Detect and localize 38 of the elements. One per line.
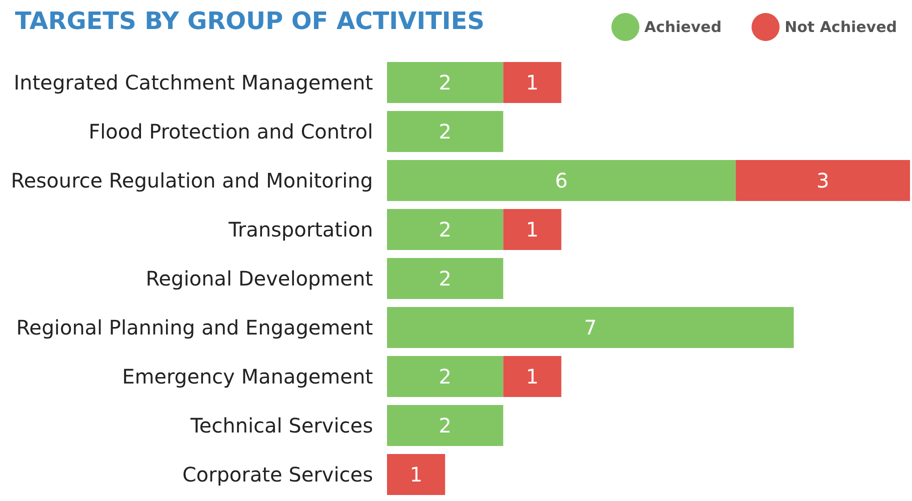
legend-label: Not Achieved bbox=[784, 18, 898, 36]
bar bbox=[387, 111, 504, 152]
y-tick-label: Integrated Catchment Management bbox=[14, 70, 374, 94]
bar bbox=[503, 356, 562, 397]
y-tick-label: Flood Protection and Control bbox=[88, 120, 373, 144]
data-label: 2 bbox=[438, 364, 452, 388]
bar bbox=[387, 454, 446, 495]
bar bbox=[387, 209, 504, 250]
y-tick-label: Emergency Management bbox=[122, 364, 374, 388]
y-tick-label: Regional Development bbox=[146, 266, 374, 290]
data-label: 6 bbox=[554, 168, 568, 192]
bar bbox=[387, 62, 504, 103]
data-label: 7 bbox=[584, 316, 597, 340]
bar bbox=[503, 209, 562, 250]
y-tick-label: Transportation bbox=[228, 218, 373, 242]
bar bbox=[387, 356, 504, 397]
data-label: 2 bbox=[438, 414, 452, 438]
bar bbox=[387, 258, 504, 299]
bar bbox=[387, 307, 794, 348]
bar bbox=[736, 160, 910, 201]
bar bbox=[503, 62, 562, 103]
data-label: 2 bbox=[438, 218, 452, 242]
data-label: 1 bbox=[526, 70, 539, 94]
data-label: 2 bbox=[438, 266, 452, 290]
bar bbox=[387, 405, 504, 446]
legend-label: Achieved bbox=[644, 18, 722, 36]
data-label: 1 bbox=[526, 218, 539, 242]
y-tick-label: Technical Services bbox=[189, 414, 373, 438]
data-label: 2 bbox=[438, 120, 452, 144]
chart-title: TARGETS BY GROUP OF ACTIVITIES bbox=[15, 7, 485, 35]
y-tick-label: Regional Planning and Engagement bbox=[16, 316, 374, 340]
data-label: 1 bbox=[526, 364, 539, 388]
bar bbox=[387, 160, 736, 201]
y-tick-label: Resource Regulation and Monitoring bbox=[10, 168, 373, 192]
data-label: 1 bbox=[410, 462, 422, 486]
data-label: 3 bbox=[816, 168, 830, 192]
y-tick-label: Corporate Services bbox=[182, 462, 373, 486]
data-label: 2 bbox=[438, 70, 452, 94]
